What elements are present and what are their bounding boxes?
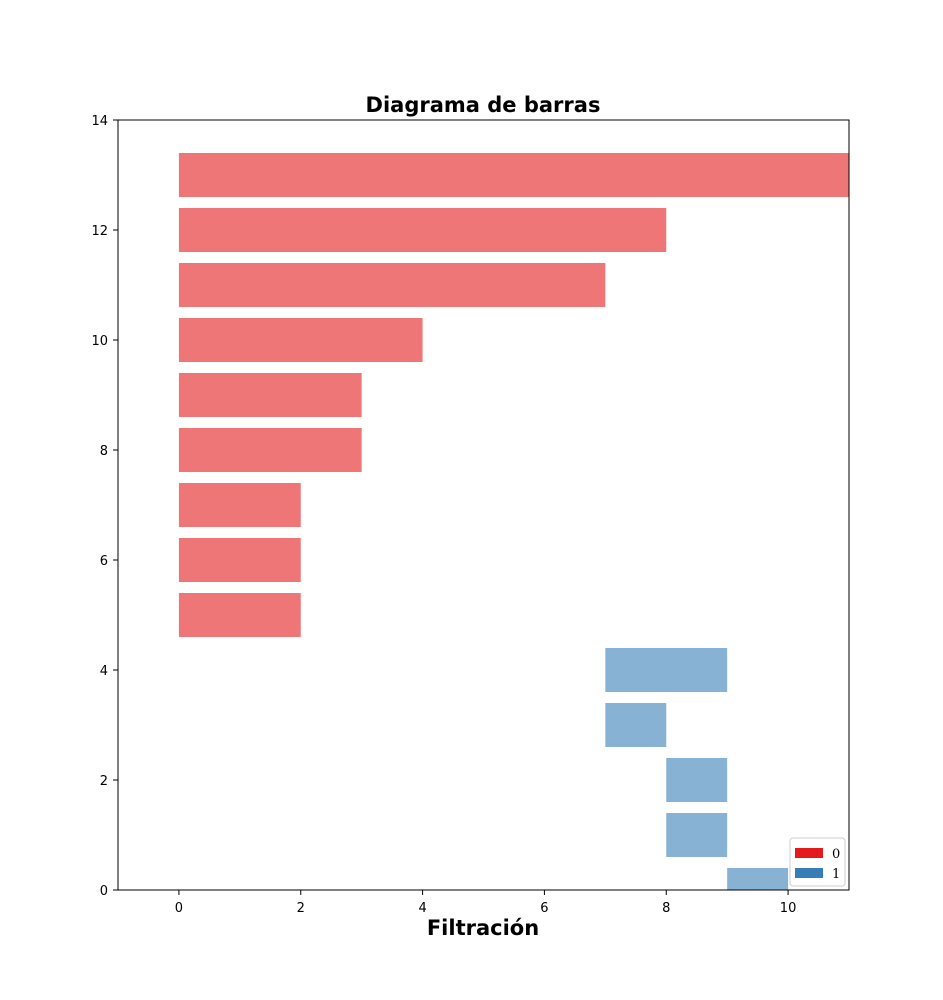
bar-series-0-y-6: [178, 538, 301, 582]
bar-series-0-y-5: [178, 593, 301, 637]
x-tick-label: 10: [780, 901, 797, 916]
bar-series-0-y-9: [178, 373, 362, 417]
legend-swatch-1: [795, 868, 823, 878]
y-tick-label: 4: [100, 664, 108, 679]
x-tick-label: 2: [297, 901, 305, 916]
bar-series-0-y-7: [178, 483, 301, 527]
bar-series-1-y-0: [727, 868, 789, 890]
y-tick-label: 2: [100, 774, 108, 789]
legend-label-1: 1: [832, 867, 840, 882]
bar-series-0-y-13: [178, 153, 849, 197]
y-tick-label: 6: [100, 554, 108, 569]
bar-series-1-y-3: [605, 703, 667, 747]
x-axis-label: Filtración: [427, 916, 539, 940]
x-tick-label: 0: [175, 901, 183, 916]
chart-title: Diagrama de barras: [366, 93, 601, 117]
legend: 01: [789, 837, 846, 887]
bars-layer: [178, 153, 849, 890]
bar-series-0-y-8: [178, 428, 362, 472]
plot-frame: [117, 119, 850, 891]
y-tick-label: 10: [91, 334, 108, 349]
bar-series-1-y-4: [605, 648, 728, 692]
y-axis: 0 2 4 6 8 10 12 14: [91, 114, 118, 899]
bar-series-0-y-12: [178, 208, 667, 252]
bar-series-0-y-11: [178, 263, 606, 307]
bar-series-0-y-10: [178, 318, 423, 362]
bar-series-1-y-2: [666, 758, 728, 802]
bar-series-1-y-1: [666, 813, 728, 857]
legend-swatch-0: [795, 848, 823, 858]
x-axis: 0 2 4 6 8 10: [175, 890, 797, 916]
x-tick-label: 4: [418, 901, 426, 916]
x-tick-label: 6: [540, 901, 548, 916]
y-tick-label: 12: [91, 224, 108, 239]
legend-label-0: 0: [832, 847, 840, 862]
y-tick-label: 0: [100, 884, 108, 899]
y-tick-label: 14: [91, 114, 108, 129]
y-tick-label: 8: [100, 444, 108, 459]
x-tick-label: 8: [662, 901, 670, 916]
